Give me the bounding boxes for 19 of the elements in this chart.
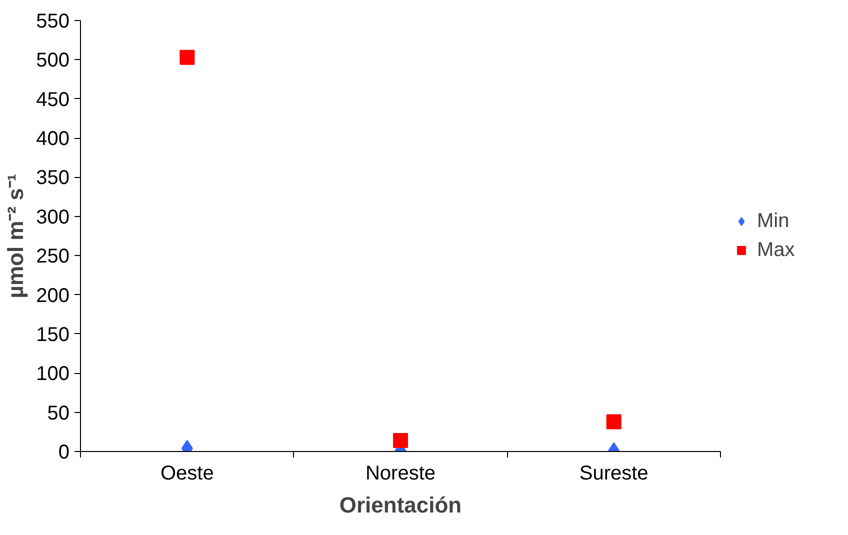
y-tick-label: 400 bbox=[36, 128, 70, 150]
y-tick-label: 50 bbox=[47, 402, 70, 424]
y-tick-label: 100 bbox=[36, 363, 70, 386]
y-axis-title: µmol m⁻² s⁻¹ bbox=[3, 174, 28, 298]
y-tick-label: 150 bbox=[36, 324, 70, 346]
legend-label: Min bbox=[757, 210, 790, 232]
y-tick-label: 300 bbox=[36, 206, 70, 228]
x-tick-label: Noreste bbox=[365, 462, 436, 484]
legend-label: Max bbox=[757, 238, 795, 262]
x-tick-label: Sureste bbox=[579, 462, 648, 484]
y-tick-label: 0 bbox=[58, 442, 70, 464]
y-tick-label: 200 bbox=[36, 284, 70, 307]
y-tick-label: 500 bbox=[36, 50, 70, 72]
y-tick-label: 350 bbox=[36, 167, 70, 190]
y-tick-label: 550 bbox=[36, 10, 70, 32]
x-tick-label: Oeste bbox=[160, 462, 214, 484]
y-tick-label: 250 bbox=[36, 246, 70, 268]
x-axis-title: Orientación bbox=[339, 492, 462, 518]
y-tick-label: 450 bbox=[36, 88, 70, 111]
